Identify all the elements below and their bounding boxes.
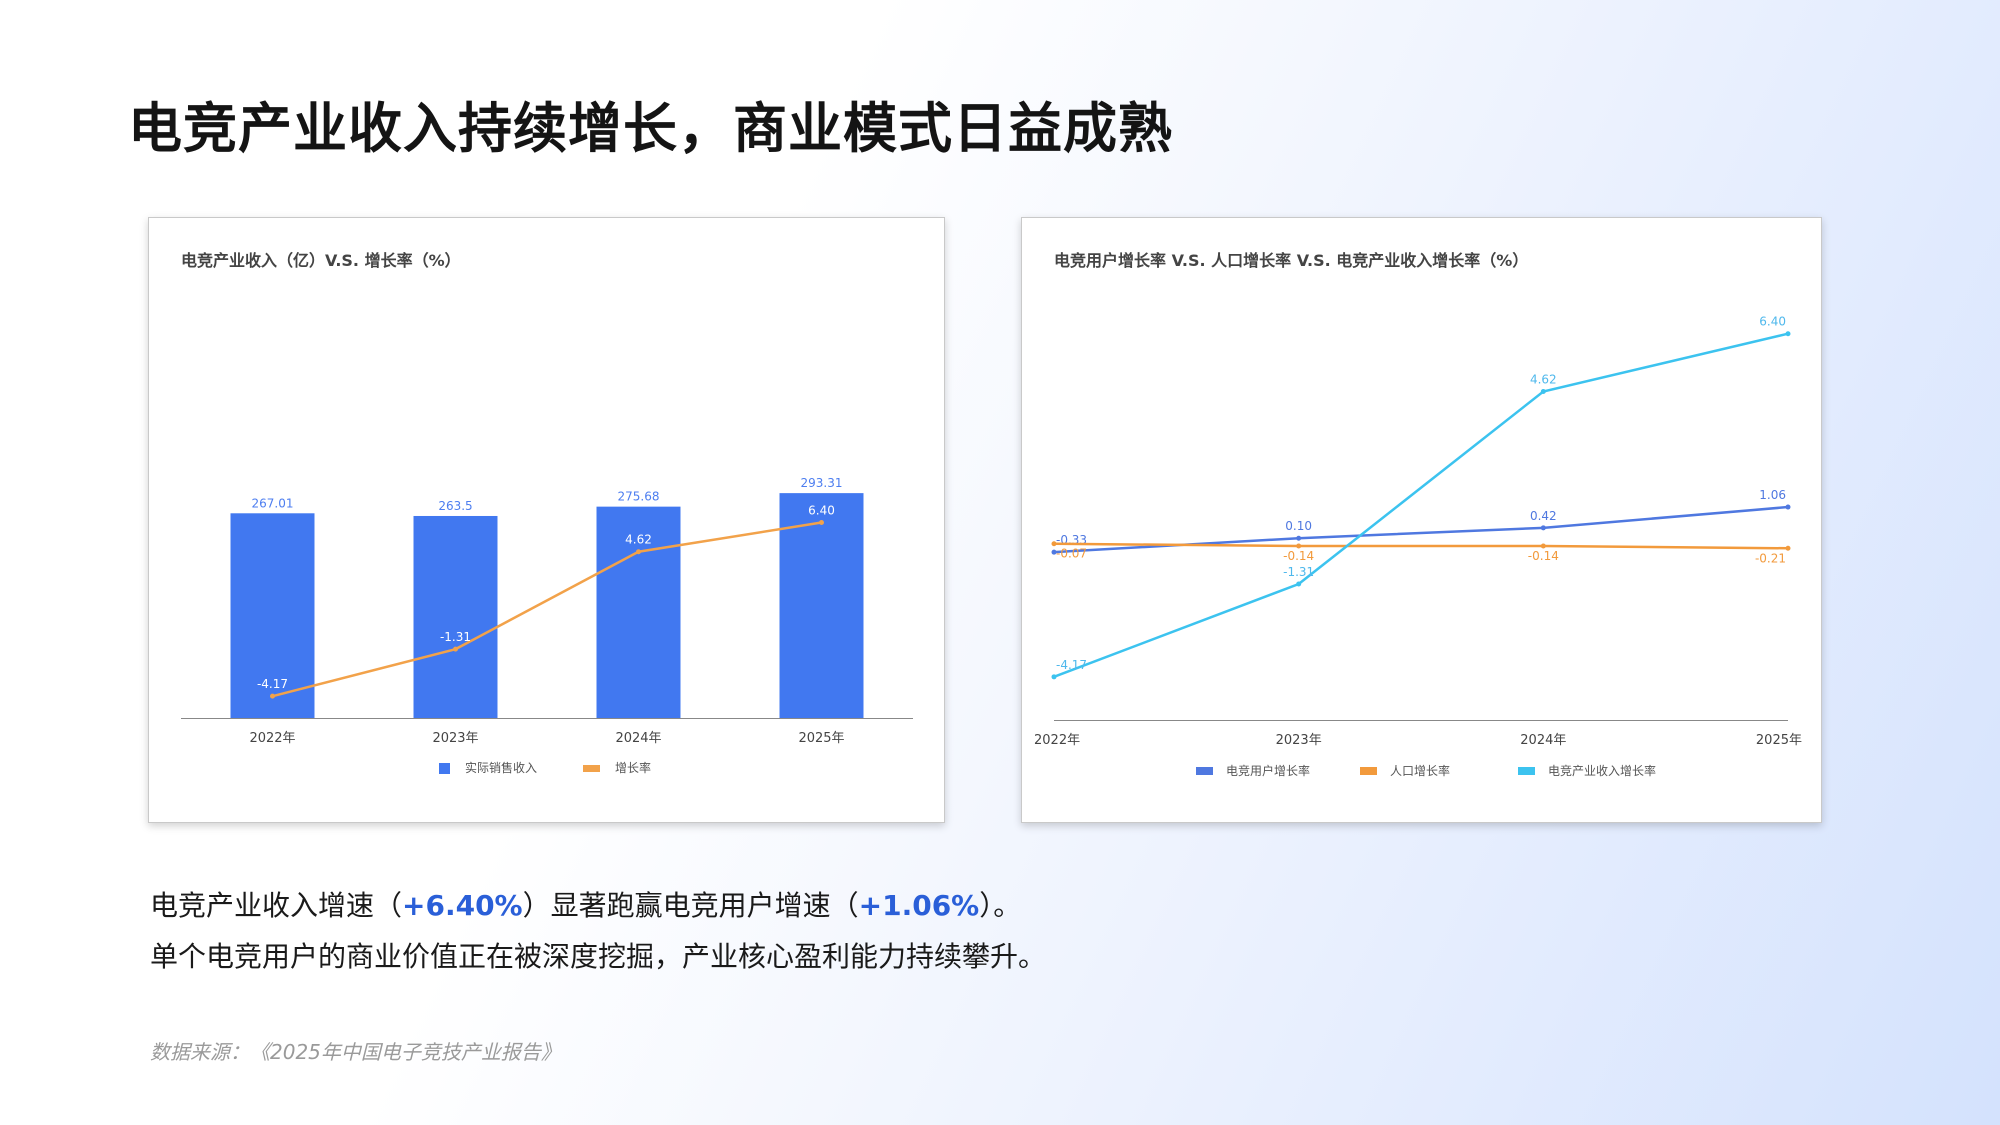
- legend-label: 电竞产业收入增长率: [1548, 763, 1656, 778]
- summary-line-1: 电竞产业收入增速（+6.40%）显著跑赢电竞用户增速（+1.06%）。: [150, 884, 1021, 924]
- growth-rate-point: [270, 693, 275, 699]
- summary-text: ）。: [979, 889, 1022, 922]
- series-value-label: -4.17: [1056, 658, 1087, 672]
- x-tick-label: 2025年: [1756, 733, 1802, 748]
- series-point: [1785, 331, 1791, 337]
- summary-text: ）显著跑赢电竞用户增速（: [522, 889, 859, 922]
- series-point: [1051, 674, 1057, 680]
- series-point: [1540, 525, 1546, 531]
- revenue-growth-highlight: +6.40%: [402, 889, 523, 922]
- legend-label: 人口增长率: [1390, 763, 1450, 778]
- growth-rate-chart-panel: 电竞用户增长率 V.S. 人口增长率 V.S. 电竞产业收入增长率（%） -0.3…: [1021, 217, 1822, 823]
- summary-text: 电竞产业收入增速（: [150, 889, 403, 922]
- series-point: [1296, 535, 1302, 541]
- series-line: [1053, 332, 1789, 678]
- growth-rate-point: [819, 520, 824, 525]
- series-point: [1540, 543, 1546, 549]
- x-tick-label: 2024年: [1520, 733, 1566, 748]
- bar-value-label: 263.5: [438, 499, 472, 513]
- series-value-label: -1.31: [1283, 565, 1314, 579]
- bar: [230, 513, 315, 718]
- series-value-label: 6.40: [1759, 315, 1786, 329]
- growth-rate-line: [272, 521, 822, 698]
- summary-line-2: 单个电竞用户的商业价值正在被深度挖掘，产业核心盈利能力持续攀升。: [150, 940, 1047, 973]
- series-value-label: -0.07: [1056, 547, 1087, 561]
- legend-swatch-revenue: [439, 763, 450, 774]
- series-line: [1053, 542, 1789, 550]
- user-growth-highlight: +1.06%: [858, 889, 980, 922]
- legend-label-revenue: 实际销售收入: [465, 760, 537, 775]
- series-value-label: -0.21: [1755, 551, 1786, 565]
- x-tick-label: 2022年: [249, 731, 295, 746]
- growth-rate-chart: 电竞用户增长率 V.S. 人口增长率 V.S. 电竞产业收入增长率（%）-0.3…: [1034, 251, 1802, 778]
- series-point: [1785, 545, 1791, 551]
- bar: [779, 493, 864, 718]
- chart-title: 电竞用户增长率 V.S. 人口增长率 V.S. 电竞产业收入增长率（%）: [1054, 251, 1528, 270]
- x-tick-label: 2024年: [615, 731, 661, 746]
- revenue-chart: 电竞产业收入（亿）V.S. 增长率（%） 267.01 263.5 275.68 293…: [181, 251, 913, 775]
- series-point: [1051, 549, 1057, 555]
- x-tick-label: 2025年: [798, 731, 844, 746]
- page-title: 电竞产业收入持续增长，商业模式日益成熟: [128, 97, 1173, 160]
- legend-swatch-growth: [583, 765, 600, 772]
- series-value-label: 0.42: [1530, 509, 1557, 523]
- growth-rate-label: -4.17: [257, 677, 288, 691]
- bar-value-label: 293.31: [801, 476, 843, 490]
- growth-rate-label: 4.62: [625, 533, 652, 547]
- legend-swatch: [1360, 767, 1377, 775]
- series-value-label: -0.14: [1528, 549, 1559, 563]
- series-value-label: 4.62: [1530, 372, 1557, 386]
- x-tick-label: 2022年: [1034, 733, 1080, 748]
- series-value-label: -0.14: [1283, 549, 1314, 563]
- series-value-label: 0.10: [1285, 519, 1312, 533]
- series-point: [1785, 504, 1791, 510]
- growth-rate-label: 6.40: [808, 504, 835, 518]
- x-tick-label: 2023年: [1276, 733, 1322, 748]
- series-point: [1296, 581, 1302, 587]
- revenue-chart-panel: 电竞产业收入（亿）V.S. 增长率（%） 267.01 263.5 275.68 293…: [148, 217, 945, 823]
- growth-rate-point: [636, 549, 641, 555]
- legend-label: 电竞用户增长率: [1226, 763, 1310, 778]
- legend-swatch: [1518, 767, 1535, 775]
- series-point: [1296, 543, 1302, 549]
- data-source-note: 数据来源：《2025年中国电子竞技产业报告》: [150, 1040, 561, 1064]
- series-point: [1051, 541, 1057, 547]
- growth-rate-point: [453, 646, 458, 652]
- bar: [413, 515, 498, 718]
- series-point: [1540, 388, 1546, 394]
- bar-value-label: 267.01: [252, 496, 294, 510]
- chart-title: 电竞产业收入（亿）V.S. 增长率（%）: [181, 251, 461, 270]
- legend-label-growth: 增长率: [615, 760, 651, 775]
- series-value-label: 1.06: [1759, 488, 1786, 502]
- bar: [596, 506, 681, 718]
- bar-value-label: 275.68: [618, 490, 660, 504]
- growth-rate-label: -1.31: [440, 630, 471, 644]
- x-tick-label: 2023年: [432, 731, 478, 746]
- legend-swatch: [1196, 767, 1213, 775]
